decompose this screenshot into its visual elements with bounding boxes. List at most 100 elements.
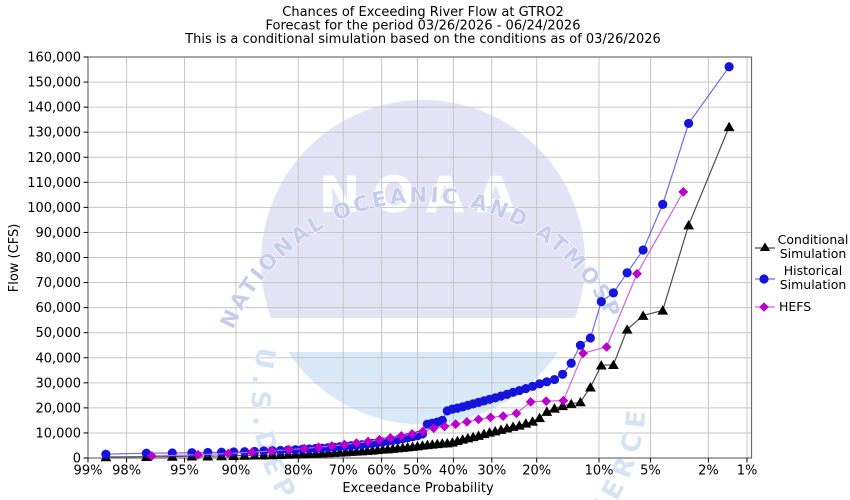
- data-point-diamond: [223, 448, 234, 459]
- legend-historical-label-line2: Simulation: [780, 277, 847, 292]
- data-point-diamond: [511, 408, 522, 419]
- data-point-diamond: [193, 449, 203, 460]
- data-point-diamond: [283, 444, 294, 455]
- data-point-triangle: [595, 360, 607, 370]
- y-tick-label: 120,000: [27, 151, 81, 166]
- data-point-triangle: [541, 406, 553, 416]
- x-tick-label: 99%: [74, 464, 103, 479]
- data-point-circle: [534, 379, 545, 389]
- legend-diamond-marker-icon: [759, 302, 769, 312]
- legend-conditional-label-line2: Simulation: [780, 246, 847, 261]
- data-point-triangle: [575, 396, 586, 407]
- data-point-circle: [216, 447, 227, 457]
- axes: 99% 98% 95% 90% 80% 70% 60% 50% 40% 30% 20% 10% 5% 2%…: [27, 51, 757, 479]
- data-point-diamond: [385, 433, 396, 443]
- noaa-emblem-waves: [288, 352, 558, 425]
- data-point-circle: [658, 199, 668, 209]
- data-point-diamond: [678, 186, 689, 197]
- data-point-diamond: [485, 412, 496, 423]
- data-point-triangle: [549, 403, 560, 413]
- series-hefs: [146, 186, 689, 461]
- data-point-circle: [566, 358, 576, 368]
- data-point-diamond: [313, 442, 324, 453]
- data-point-diamond: [439, 421, 450, 432]
- y-tick-label: 10,000: [36, 426, 82, 441]
- data-point-diamond: [374, 434, 385, 445]
- legend-triangle-marker-icon: [759, 242, 771, 251]
- y-tick-label: 40,000: [36, 351, 82, 366]
- data-point-triangle: [637, 310, 649, 320]
- data-point-diamond: [578, 348, 588, 359]
- y-tick-label: 110,000: [27, 176, 81, 191]
- data-point-diamond: [299, 443, 310, 454]
- noaa-emblem-dome: [260, 99, 585, 318]
- y-tick-label: 80,000: [36, 251, 82, 266]
- data-point-circle: [724, 62, 734, 72]
- y-tick-label: 150,000: [27, 76, 81, 91]
- x-tick-label: 1%: [737, 464, 758, 479]
- data-point-circle: [638, 245, 648, 255]
- legend-entry-conditional-simulation: Conditional Simulation: [755, 232, 848, 261]
- legend-conditional-label-line1: Conditional: [778, 232, 849, 247]
- x-tick-label: 2%: [698, 464, 719, 479]
- data-point-triangle: [565, 398, 577, 409]
- data-point-circle: [101, 449, 111, 459]
- data-point-diamond: [363, 436, 373, 447]
- data-point-diamond: [473, 414, 484, 425]
- data-point-diamond: [601, 342, 612, 352]
- y-tick-label: 20,000: [36, 401, 82, 416]
- data-point-circle: [203, 447, 213, 458]
- chart-title-line-1: Chances of Exceeding River Flow at GTRO2: [282, 5, 563, 20]
- x-tick-label: 30%: [477, 464, 506, 479]
- y-tick-label: 50,000: [36, 326, 82, 341]
- x-tick-label: 5%: [640, 464, 661, 479]
- data-point-diamond: [525, 396, 536, 407]
- y-tick-label: 100,000: [27, 201, 81, 216]
- x-tick-label: 60%: [367, 464, 396, 479]
- data-point-circle: [575, 340, 586, 350]
- data-point-diamond: [632, 268, 642, 279]
- data-point-triangle: [723, 121, 735, 132]
- y-tick-label: 30,000: [36, 376, 82, 391]
- y-tick-label: 90,000: [36, 226, 82, 241]
- data-point-diamond: [541, 396, 552, 407]
- data-point-circle: [167, 448, 177, 458]
- chart-title-line-3: This is a conditional simulation based o…: [184, 32, 661, 47]
- data-point-diamond: [396, 431, 407, 441]
- legend-entry-hefs: HEFS: [755, 299, 811, 314]
- data-point-triangle: [657, 305, 669, 315]
- x-tick-label: 40%: [439, 464, 468, 479]
- data-point-diamond: [498, 411, 509, 422]
- data-point-triangle: [534, 412, 545, 423]
- data-point-triangle: [608, 359, 619, 369]
- y-tick-label: 160,000: [27, 51, 81, 66]
- y-tick-label: 130,000: [27, 126, 81, 141]
- x-tick-label: 50%: [403, 464, 432, 479]
- data-point-circle: [608, 288, 619, 298]
- data-point-diamond: [417, 426, 428, 437]
- data-point-diamond: [247, 447, 257, 458]
- chart-title-line-2: Forecast for the period 03/26/2026 - 06/…: [266, 19, 581, 34]
- data-point-circle: [684, 118, 694, 129]
- data-point-triangle: [557, 400, 569, 411]
- legend-entry-historical-simulation: Historical Simulation: [755, 263, 846, 292]
- y-tick-label: 70,000: [36, 276, 82, 291]
- data-point-diamond: [450, 419, 461, 430]
- x-tick-label: 90%: [222, 464, 251, 479]
- data-point-circle: [240, 447, 250, 457]
- x-axis-title: Exceedance Probability: [342, 481, 494, 496]
- legend-circle-marker-icon: [759, 274, 769, 284]
- y-axis-title: Flow (CFS): [7, 224, 22, 293]
- x-tick-label: 10%: [585, 464, 614, 479]
- data-point-circle: [549, 374, 560, 385]
- data-point-diamond: [339, 439, 350, 450]
- x-tick-label: 70%: [329, 464, 358, 479]
- data-point-triangle: [621, 324, 633, 334]
- data-point-circle: [596, 297, 606, 307]
- data-point-diamond: [407, 429, 418, 439]
- data-point-diamond: [462, 417, 472, 427]
- data-point-diamond: [428, 423, 439, 434]
- data-point-triangle: [683, 219, 695, 230]
- data-point-circle: [622, 268, 632, 278]
